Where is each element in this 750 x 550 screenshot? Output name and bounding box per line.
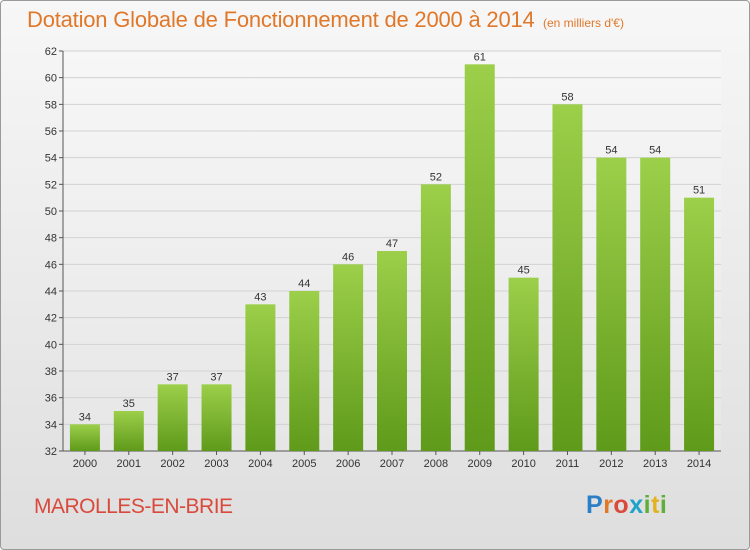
y-tick-label: 44 — [45, 286, 57, 298]
y-tick-label: 32 — [45, 446, 57, 458]
data-label-2014: 51 — [693, 185, 705, 197]
y-tick-label: 40 — [45, 339, 57, 351]
data-label-2009: 61 — [474, 51, 486, 63]
bar-2010 — [508, 277, 539, 451]
data-label-2001: 35 — [123, 398, 135, 410]
x-tick-label: 2007 — [380, 458, 404, 470]
bar-2002 — [157, 384, 188, 451]
bar-2005 — [289, 291, 320, 451]
x-tick-label: 2012 — [599, 458, 623, 470]
data-label-2000: 34 — [79, 411, 91, 423]
y-tick-label: 42 — [45, 313, 57, 325]
logo-letter: r — [603, 491, 614, 519]
x-tick-label: 2013 — [643, 458, 667, 470]
data-label-2003: 37 — [210, 371, 222, 383]
bars — [69, 64, 715, 452]
x-tick-label: 2011 — [556, 458, 580, 470]
y-tick-label: 52 — [45, 179, 57, 191]
logo-letter: x — [629, 491, 644, 519]
bar-2012 — [596, 157, 627, 451]
x-tick-label: 2008 — [424, 458, 448, 470]
y-tick-label: 62 — [45, 46, 57, 58]
x-tick-label: 2000 — [73, 458, 97, 470]
bar-2008 — [420, 184, 451, 452]
data-label-2010: 45 — [517, 265, 529, 277]
x-tick-label: 2004 — [248, 458, 272, 470]
x-tick-label: 2003 — [204, 458, 228, 470]
x-tick-label: 2010 — [511, 458, 535, 470]
y-tick-label: 46 — [45, 259, 57, 271]
x-tick-label: 2006 — [336, 458, 360, 470]
y-tick-label: 38 — [45, 366, 57, 378]
bar-2013 — [640, 157, 671, 451]
bar-2014 — [684, 197, 715, 451]
y-tick-label: 48 — [45, 233, 57, 245]
y-tick-label: 50 — [45, 206, 57, 218]
data-label-2008: 52 — [430, 171, 442, 183]
data-label-2002: 37 — [167, 371, 179, 383]
commune-name: MAROLLES-EN-BRIE — [34, 495, 233, 518]
y-tick-label: 60 — [45, 73, 57, 85]
bar-2009 — [464, 64, 495, 452]
bar-2003 — [201, 384, 232, 451]
chart-title: Dotation Globale de Fonctionnement de 20… — [27, 7, 535, 32]
data-label-2005: 44 — [298, 278, 310, 290]
logo-letter: i — [659, 491, 668, 519]
x-tick-label: 2001 — [117, 458, 141, 470]
data-label-2007: 47 — [386, 238, 398, 250]
bar-2007 — [377, 251, 407, 451]
logo-letter: t — [651, 491, 660, 519]
data-label-2013: 54 — [649, 145, 661, 157]
x-tick-label: 2009 — [467, 458, 491, 470]
proxiti-logo: Proxiti — [586, 491, 667, 520]
data-label-2006: 46 — [342, 251, 354, 263]
x-tick-label: 2002 — [160, 458, 184, 470]
x-tick-label: 2014 — [687, 458, 711, 470]
y-tick-label: 56 — [45, 126, 57, 138]
bar-2000 — [69, 424, 100, 451]
logo-letter: P — [586, 491, 604, 519]
y-tick-label: 34 — [45, 419, 57, 431]
y-tick-label: 54 — [45, 153, 57, 165]
y-axis: 32 34 36 38 40 42 44 46 48 50 52 54 56 58 60 62 — [45, 46, 64, 458]
y-tick-label: 58 — [45, 99, 57, 111]
data-label-2011: 58 — [561, 91, 573, 103]
data-labels: 34 35 37 37 43 44 46 47 52 61 45 58 54 54 51 — [79, 51, 705, 423]
x-axis: 2000 2001 2002 2003 2004 2005 2006 2007 2008 2009… — [63, 450, 721, 470]
bar-2001 — [113, 411, 144, 451]
data-label-2004: 43 — [254, 291, 266, 303]
data-label-2012: 54 — [605, 145, 617, 157]
chart-subtitle: (en milliers d'€) — [543, 16, 624, 30]
y-tick-label: 36 — [45, 393, 57, 405]
x-tick-label: 2005 — [292, 458, 316, 470]
bar-2004 — [245, 304, 276, 451]
bar-2011 — [552, 104, 583, 451]
bar-2006 — [333, 264, 364, 451]
logo-letter: i — [643, 491, 652, 519]
logo-letter: o — [613, 491, 630, 519]
